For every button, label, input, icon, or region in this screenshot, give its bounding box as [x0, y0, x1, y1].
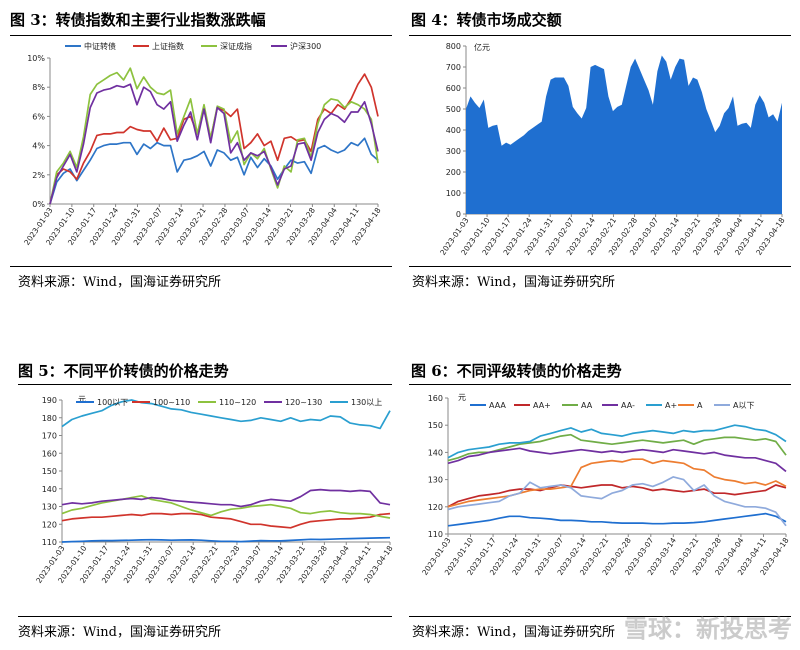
figure-3-source-rule	[10, 266, 392, 267]
figure-3-chart: 0%2%4%6%8%10%2023-01-032023-01-102023-01…	[22, 41, 383, 247]
y-tick-label: 200	[446, 168, 461, 177]
legend-label: 沪深300	[290, 41, 321, 51]
series-line-3	[49, 83, 379, 205]
legend-label: 100~110	[153, 398, 190, 407]
figure-5-source: 资料来源：Wind，国海证券研究所	[18, 625, 221, 640]
series-line-2	[49, 67, 379, 205]
figure-3-title-rule	[10, 35, 392, 36]
y-tick-label: 160	[428, 394, 443, 403]
y-tick-label: 120	[428, 503, 443, 512]
y-tick-label: 0%	[32, 200, 45, 209]
figure-3-source: 资料来源：Wind，国海证券研究所	[18, 275, 221, 290]
legend-label: 深证成指	[220, 41, 252, 51]
figure-5-title: 图 5：不同平价转债的价格走势	[18, 362, 229, 380]
figure-4-source-rule	[409, 266, 791, 267]
series-line-3	[61, 488, 391, 508]
figure-6-title-rule	[409, 384, 791, 385]
legend-label: 中证转债	[84, 41, 116, 51]
y-tick-label: 0	[456, 210, 461, 219]
legend-label: AA+	[533, 401, 551, 410]
y-unit-label: 元	[78, 395, 86, 404]
series-line-5	[447, 458, 787, 508]
turnover-area	[466, 55, 782, 214]
legend-label: A+	[665, 401, 677, 410]
figure-6-source-rule	[409, 616, 791, 617]
y-tick-label: 2%	[32, 171, 45, 180]
y-tick-label: 400	[446, 126, 461, 135]
y-tick-label: 130	[428, 476, 443, 485]
y-tick-label: 110	[428, 530, 443, 539]
y-unit-label: 元	[458, 393, 466, 402]
series-line-3	[447, 447, 787, 473]
y-tick-label: 100	[446, 189, 461, 198]
series-line-0	[61, 536, 391, 543]
figure-4-title-rule	[409, 35, 791, 36]
legend-label: AAA	[489, 401, 506, 410]
legend-label: A以下	[733, 401, 754, 410]
figure-4-title: 图 4：转债市场成交额	[411, 11, 562, 29]
series-line-0	[447, 512, 787, 527]
legend-label: 上证指数	[152, 41, 184, 51]
figure-6-title: 图 6：不同评级转债的价格走势	[411, 362, 622, 380]
figure-5-source-rule	[18, 616, 392, 617]
y-tick-label: 140	[428, 448, 443, 457]
legend-label: AA-	[621, 401, 635, 410]
figure-3-title: 图 3：转债指数和主要行业指数涨跌幅	[10, 11, 266, 29]
legend: 100以下 100~110 110~120 120~130 130以上	[76, 398, 382, 407]
figure-4-source: 资料来源：Wind，国海证券研究所	[412, 275, 615, 290]
y-tick-label: 120	[42, 520, 57, 529]
legend-label: 130以上	[351, 398, 382, 407]
series-line-4	[447, 424, 787, 459]
y-tick-label: 170	[42, 432, 57, 441]
y-tick-label: 140	[42, 485, 57, 494]
series-line-1	[49, 73, 379, 205]
chart-body: 0%2%4%6%8%10%2023-01-032023-01-102023-01…	[22, 54, 383, 247]
figure-6-source: 资料来源：Wind，国海证券研究所	[412, 625, 615, 640]
series-line-6	[447, 476, 787, 527]
y-unit-label: 亿元	[474, 42, 490, 52]
y-tick-label: 6%	[32, 112, 45, 121]
series-line-1	[61, 512, 391, 529]
legend-label: 120~130	[285, 398, 322, 407]
legend-label: 100以下	[97, 398, 128, 407]
series-line-4	[61, 399, 391, 430]
y-tick-label: 150	[42, 467, 57, 476]
y-tick-label: 8%	[32, 83, 45, 92]
y-tick-label: 190	[42, 396, 57, 405]
y-tick-label: 4%	[32, 142, 45, 151]
legend-label: AA	[581, 401, 593, 410]
y-tick-label: 10%	[27, 54, 45, 63]
y-tick-label: 700	[446, 63, 461, 72]
legend: 中证转债 上证指数 深证成指 沪深300	[65, 41, 321, 51]
y-tick-label: 800	[446, 42, 461, 51]
y-tick-label: 110	[42, 538, 57, 547]
y-tick-label: 160	[42, 449, 57, 458]
y-tick-label: 300	[446, 147, 461, 156]
y-tick-label: 150	[428, 421, 443, 430]
series-line-2	[61, 494, 391, 519]
y-tick-label: 500	[446, 105, 461, 114]
watermark: 雪球：新投思考	[624, 615, 792, 643]
y-tick-label: 130	[42, 503, 57, 512]
legend-label: A	[697, 401, 703, 410]
series-line-0	[49, 137, 379, 205]
y-tick-label: 600	[446, 84, 461, 93]
legend-label: 110~120	[219, 398, 256, 407]
figure-5-title-rule	[18, 384, 392, 385]
y-tick-label: 180	[42, 414, 57, 423]
series-line-2	[447, 433, 787, 462]
series-line-1	[447, 484, 787, 508]
legend: AAA AA+ AA AA- A+ A A以下	[470, 401, 754, 410]
